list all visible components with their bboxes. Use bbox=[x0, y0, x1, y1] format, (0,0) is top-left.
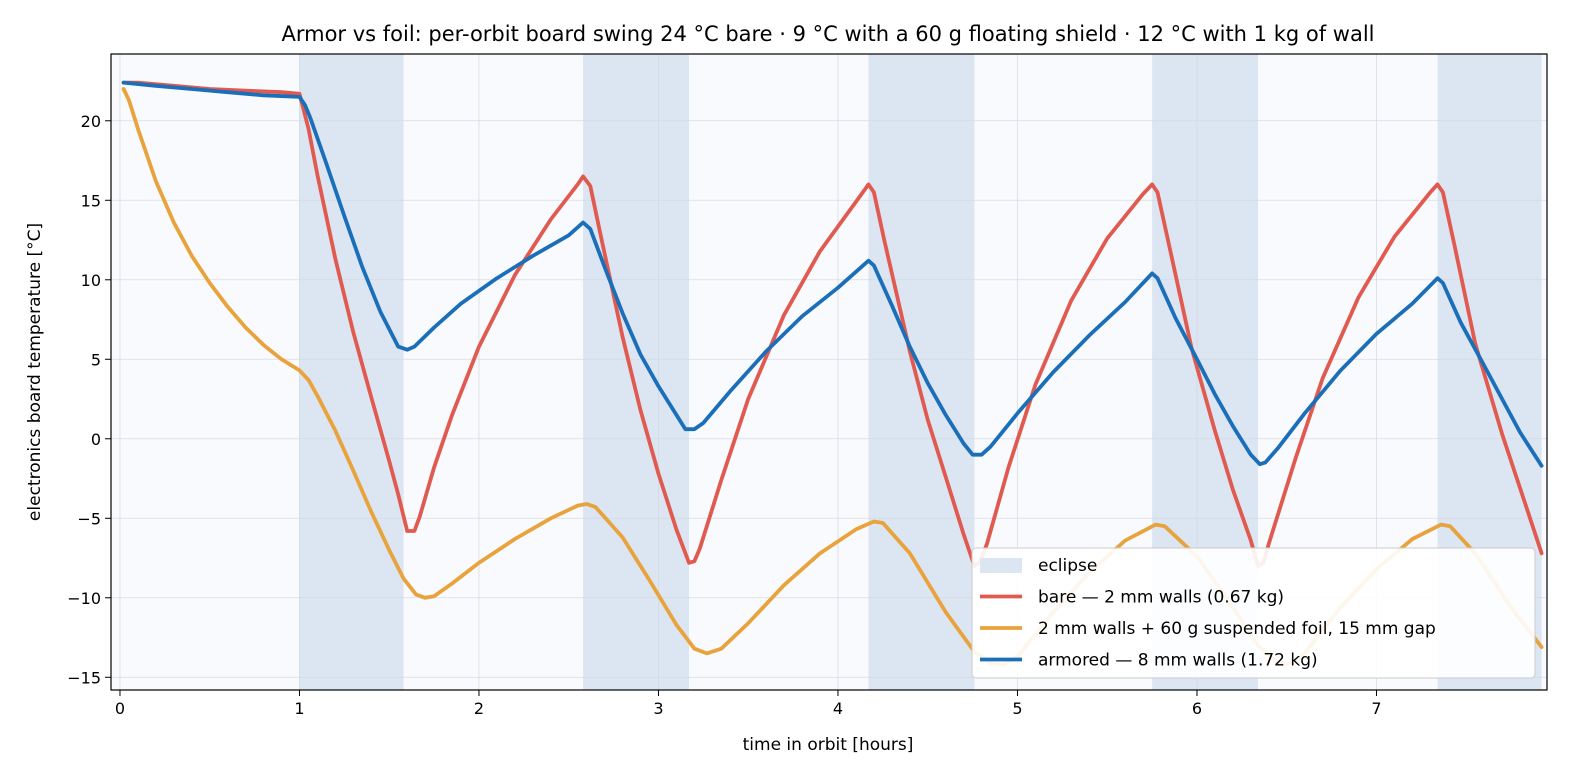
y-tick-label: 0 bbox=[91, 430, 101, 449]
x-axis-label: time in orbit [hours] bbox=[743, 735, 914, 755]
x-tick-label: 5 bbox=[1012, 699, 1022, 718]
eclipse-band-1 bbox=[299, 54, 404, 690]
y-tick-label: 10 bbox=[81, 271, 101, 290]
legend-swatch-eclipse bbox=[980, 558, 1022, 573]
axes-frame bbox=[110, 53, 1548, 691]
chart-title: Armor vs foil: per-orbit board swing 24 … bbox=[281, 22, 1374, 46]
x-tick-label: 1 bbox=[294, 699, 304, 718]
x-tick-label: 3 bbox=[653, 699, 663, 718]
legend-label-eclipse: eclipse bbox=[1038, 556, 1097, 576]
legend-label-series-2: 2 mm walls + 60 g suspended foil, 15 mm … bbox=[1038, 619, 1436, 639]
x-tick-label: 7 bbox=[1371, 699, 1381, 718]
y-tick-label: 20 bbox=[81, 112, 101, 131]
x-tick-label: 2 bbox=[474, 699, 484, 718]
legend-box bbox=[971, 547, 1536, 679]
y-tick-label: −15 bbox=[67, 668, 101, 687]
x-tick-label: 4 bbox=[833, 699, 843, 718]
x-tick-label: 6 bbox=[1192, 699, 1202, 718]
y-axis-label: electronics board temperature [°C] bbox=[25, 223, 45, 521]
eclipse-band-2 bbox=[583, 54, 689, 690]
legend-label-series-3: armored — 8 mm walls (1.72 kg) bbox=[1038, 651, 1318, 671]
series-line-3 bbox=[121, 80, 1544, 468]
y-tick-label: −10 bbox=[67, 589, 101, 608]
y-tick-label: 5 bbox=[91, 350, 101, 369]
y-tick-label: 15 bbox=[81, 191, 101, 210]
legend-label-series-1: bare — 2 mm walls (0.67 kg) bbox=[1038, 588, 1284, 608]
x-tick-label: 0 bbox=[115, 699, 125, 718]
legend: eclipse bare — 2 mm walls (0.67 kg) 2 mm w… bbox=[971, 547, 1536, 679]
y-tick-label: −5 bbox=[77, 509, 101, 528]
